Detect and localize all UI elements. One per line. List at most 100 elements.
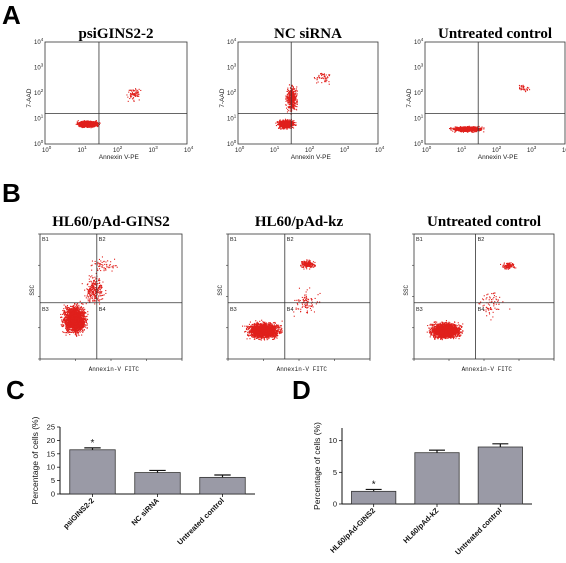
- scatter-point: [132, 97, 134, 99]
- scatter-point: [88, 123, 90, 125]
- y-tick-label: 103: [414, 63, 424, 72]
- y-tick-label: 100: [227, 139, 237, 148]
- scatter-point: [286, 111, 288, 113]
- x-axis-label: Annexin V-PE: [478, 154, 519, 161]
- scatter-point: [287, 89, 289, 91]
- scatter-point: [284, 125, 286, 127]
- scatter-point: [286, 126, 288, 128]
- panel-a-plot-3: Untreated control10010010110110210210310…: [406, 26, 566, 161]
- scatter-point: [285, 98, 287, 100]
- scatter-point: [289, 122, 291, 124]
- scatter-point: [287, 125, 289, 127]
- scatter-point: [137, 91, 139, 93]
- scatter-point: [92, 121, 94, 123]
- scatter-point: [135, 88, 137, 90]
- panel-letter-d: D: [292, 375, 311, 405]
- scatter-point: [295, 88, 297, 90]
- scatter-point: [275, 125, 277, 127]
- panel-a-plot-title: NC siRNA: [274, 26, 342, 42]
- scatter-point: [285, 97, 287, 99]
- scatter-point: [462, 128, 464, 130]
- scatter-point: [461, 128, 463, 130]
- scatter-point: [460, 127, 462, 129]
- scatter-point: [292, 86, 294, 88]
- scatter-point: [286, 97, 288, 99]
- scatter-point: [85, 125, 87, 127]
- scatter-point: [88, 124, 90, 126]
- scatter-point: [473, 129, 475, 131]
- scatter-point: [87, 126, 89, 128]
- scatter-point: [134, 90, 136, 92]
- x-tick-label: 103: [340, 145, 350, 154]
- scatter-point: [287, 126, 289, 128]
- scatter-point: [83, 126, 85, 128]
- scatter-point: [90, 125, 92, 127]
- scatter-point: [83, 122, 85, 124]
- scatter-point: [321, 77, 323, 79]
- scatter-point: [278, 127, 280, 129]
- scatter-point: [318, 76, 320, 78]
- scatter-point: [131, 98, 133, 100]
- scatter-point: [293, 91, 295, 93]
- scatter-point: [457, 126, 459, 128]
- scatter-point: [323, 76, 325, 78]
- scatter-point: [131, 91, 133, 93]
- y-tick-label: 100: [414, 139, 424, 148]
- scatter-point: [318, 74, 320, 76]
- scatter-point: [327, 77, 329, 79]
- scatter-point: [288, 98, 290, 100]
- scatter-point: [464, 130, 466, 132]
- scatter-point: [471, 131, 473, 133]
- scatter-point: [523, 88, 525, 90]
- scatter-point: [61, 319, 63, 321]
- y-tick-label: 100: [34, 139, 44, 148]
- scatter-point: [462, 129, 464, 131]
- scatter-point: [321, 72, 323, 74]
- scatter-point: [465, 127, 467, 129]
- scatter-point: [295, 100, 297, 102]
- scatter-point: [138, 99, 140, 101]
- scatter-point: [291, 95, 293, 97]
- x-tick-label: 104: [562, 145, 566, 154]
- scatter-point: [91, 125, 93, 127]
- scatter-point: [78, 125, 80, 127]
- scatter-point: [522, 88, 524, 90]
- scatter-point: [286, 107, 288, 109]
- scatter-point: [93, 124, 95, 126]
- scatter-point: [284, 125, 286, 127]
- scatter-point: [470, 126, 472, 128]
- scatter-point: [287, 103, 289, 105]
- scatter-point: [280, 125, 282, 127]
- scatter-point: [279, 127, 281, 129]
- scatter-point: [288, 93, 290, 95]
- panel-letter-a: A: [2, 0, 21, 30]
- scatter-point: [79, 307, 81, 309]
- y-tick-label: 104: [34, 37, 44, 46]
- scatter-point: [293, 101, 295, 103]
- scatter-point: [292, 105, 294, 107]
- y-axis-label: 7-AAD: [406, 88, 413, 107]
- scatter-point: [521, 85, 523, 87]
- scatter-point: [292, 107, 294, 109]
- scatter-point: [133, 99, 135, 101]
- scatter-point: [286, 99, 288, 101]
- scatter-point: [528, 87, 530, 89]
- scatter-point: [289, 110, 291, 112]
- scatter-point: [284, 120, 286, 122]
- scatter-point: [282, 128, 284, 130]
- scatter-point: [295, 106, 297, 108]
- scatter-point: [287, 119, 289, 121]
- scatter-point: [316, 82, 318, 84]
- scatter-point: [476, 126, 478, 128]
- scatter-point: [327, 76, 329, 78]
- scatter-point: [92, 124, 94, 126]
- scatter-point: [289, 102, 291, 104]
- scatter-point: [129, 98, 131, 100]
- scatter-point: [328, 81, 330, 83]
- scatter-point: [279, 126, 281, 128]
- scatter-point: [75, 123, 77, 125]
- scatter-point: [95, 120, 97, 122]
- scatter-point: [77, 123, 79, 125]
- scatter-point: [524, 90, 526, 92]
